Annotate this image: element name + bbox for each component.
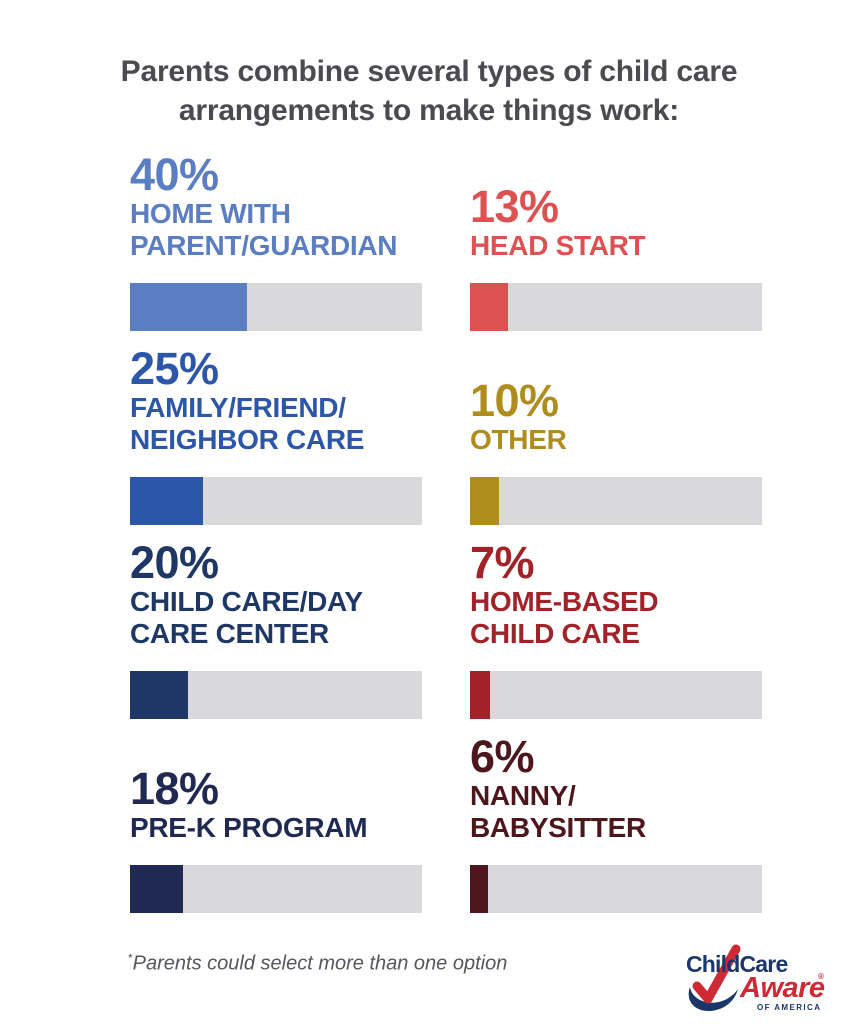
- bar-fill: [470, 283, 508, 331]
- stat-text: 25% FAMILY/FRIEND/ NEIGHBOR CARE: [130, 346, 422, 456]
- stat-label: FAMILY/FRIEND/ NEIGHBOR CARE: [130, 392, 365, 455]
- bar-fill: [130, 283, 247, 331]
- childcare-aware-logo: ChildCare Aware ® OF AMERICA: [678, 939, 828, 1015]
- stat-label: HEAD START: [470, 230, 646, 261]
- stat-item-other: 10% OTHER: [470, 331, 762, 525]
- stat-label: HOME-BASED CHILD CARE: [470, 586, 659, 649]
- logo-registered-mark: ®: [818, 972, 824, 981]
- bar-fill: [130, 865, 183, 913]
- stat-value: 40%: [130, 149, 219, 200]
- stat-value: 7%: [470, 537, 535, 588]
- stat-text: 10% OTHER: [470, 378, 762, 456]
- bar-fill: [470, 865, 488, 913]
- footnote-asterisk: *: [128, 951, 133, 965]
- stats-grid: 40% HOME WITH PARENT/GUARDIAN 13% HEAD S…: [0, 137, 858, 913]
- stat-label: OTHER: [470, 424, 567, 455]
- bar-track: [470, 865, 762, 913]
- logo-text-childcare: ChildCare: [686, 951, 788, 977]
- bar-fill: [470, 477, 500, 525]
- stat-item-pre-k-program: 18% PRE-K PROGRAM: [130, 719, 422, 913]
- bar-track: [470, 671, 762, 719]
- stat-item-child-care-center: 20% CHILD CARE/DAY CARE CENTER: [130, 525, 422, 719]
- stat-value: 13%: [470, 181, 559, 232]
- stat-text: 6% NANNY/ BABYSITTER: [470, 734, 762, 844]
- stat-item-nanny-babysitter: 6% NANNY/ BABYSITTER: [470, 719, 762, 913]
- stat-item-family-friend-neighbor: 25% FAMILY/FRIEND/ NEIGHBOR CARE: [130, 331, 422, 525]
- stat-value: 10%: [470, 375, 559, 426]
- stat-item-head-start: 13% HEAD START: [470, 137, 762, 331]
- bar-track: [470, 283, 762, 331]
- stat-item-home-with-parent: 40% HOME WITH PARENT/GUARDIAN: [130, 137, 422, 331]
- stat-text: 20% CHILD CARE/DAY CARE CENTER: [130, 540, 422, 650]
- stat-text: 40% HOME WITH PARENT/GUARDIAN: [130, 152, 422, 262]
- stat-label: NANNY/ BABYSITTER: [470, 780, 646, 843]
- stat-text: 18% PRE-K PROGRAM: [130, 766, 422, 844]
- stat-label: CHILD CARE/DAY CARE CENTER: [130, 586, 363, 649]
- footer: *Parents could select more than one opti…: [0, 939, 858, 1015]
- stat-text: 7% HOME-BASED CHILD CARE: [470, 540, 762, 650]
- stat-value: 6%: [470, 731, 535, 782]
- logo-text-of-america: OF AMERICA: [757, 1003, 822, 1012]
- page-title: Parents combine several types of child c…: [120, 55, 738, 127]
- bar-fill: [130, 671, 189, 719]
- bar-track: [130, 865, 422, 913]
- stat-text: 13% HEAD START: [470, 184, 762, 262]
- bar-fill: [470, 671, 491, 719]
- logo-text-aware: Aware: [740, 972, 825, 1004]
- stat-label: HOME WITH PARENT/GUARDIAN: [130, 198, 398, 261]
- bar-track: [470, 477, 762, 525]
- stat-value: 25%: [130, 343, 219, 394]
- bar-fill: [130, 477, 203, 525]
- bar-track: [130, 671, 422, 719]
- stat-label: PRE-K PROGRAM: [130, 812, 368, 843]
- footnote-text: Parents could select more than one optio…: [132, 952, 508, 975]
- stat-item-home-based-child-care: 7% HOME-BASED CHILD CARE: [470, 525, 762, 719]
- bar-track: [130, 477, 422, 525]
- stat-value: 20%: [130, 537, 219, 588]
- footnote: *Parents could select more than one opti…: [128, 939, 507, 976]
- logo-checkmark-icon: [688, 944, 741, 1012]
- bar-track: [130, 283, 422, 331]
- stat-value: 18%: [130, 763, 219, 814]
